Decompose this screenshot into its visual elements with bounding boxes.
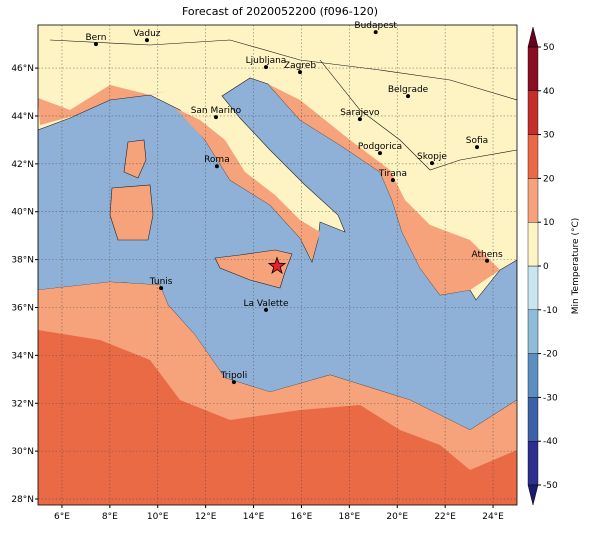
city-dot [378, 151, 383, 156]
africa-hot [38, 330, 517, 505]
city-dot [429, 161, 434, 166]
colorbar-bin [527, 178, 539, 223]
border [319, 59, 517, 171]
colorbar-tick-label: 20 [543, 174, 555, 184]
city-dot [485, 258, 490, 263]
city-label: La Valette [244, 299, 289, 309]
colorbar-tick-label: 30 [543, 131, 555, 141]
sardinia [109, 184, 154, 241]
colorbar-tick-label: 50 [543, 43, 555, 53]
balkan-coast [268, 84, 500, 295]
city-label: Athens [471, 250, 502, 260]
city-label: Sarajevo [340, 108, 380, 118]
colorbar-bin [527, 353, 539, 398]
colorbar-bin [527, 134, 539, 179]
city-dot [357, 117, 362, 122]
city-dot [93, 42, 98, 47]
y-tick-label: 34°N [11, 351, 34, 361]
italy-coast [175, 108, 320, 260]
city-dot [390, 178, 395, 183]
city-dot [264, 65, 269, 70]
colorbar-bin [527, 46, 539, 91]
colorbar-tick-label: -30 [543, 393, 558, 403]
colorbar-bin [527, 221, 539, 267]
city-label: Ljubljana [246, 56, 287, 66]
city-label: Belgrade [388, 85, 429, 95]
city-label: Budapest [354, 21, 397, 31]
y-tick-label: 28°N [11, 495, 34, 505]
colorbar-bin [527, 90, 539, 135]
colorbar-bin [527, 441, 539, 486]
y-tick-label: 32°N [11, 399, 34, 409]
x-tick-label: 20°E [386, 512, 408, 522]
border [49, 39, 517, 101]
colorbar-bin [527, 309, 539, 354]
colorbar-label: Min Temperature (°C) [571, 218, 581, 315]
city-label: Zagreb [284, 61, 316, 71]
city-dot [213, 115, 218, 120]
frame [37, 24, 518, 506]
x-tick-label: 14°E [243, 512, 265, 522]
colorbar-tick-label: -10 [543, 306, 558, 316]
x-tick-label: 22°E [434, 512, 456, 522]
city-label: Skopje [417, 152, 447, 162]
x-tick-label: 16°E [291, 512, 313, 522]
city-label: Vaduz [133, 29, 160, 39]
city-dot [298, 70, 303, 75]
city-label: Sofia [466, 136, 488, 146]
y-tick-label: 30°N [11, 447, 34, 457]
x-tick-label: 6°E [54, 512, 70, 522]
city-dot [144, 38, 149, 43]
city-label: San Marino [191, 106, 242, 116]
city-label: Tunis [149, 277, 173, 287]
event-star [267, 256, 287, 274]
colorbar-tick-label: 0 [543, 262, 549, 272]
colorbar-over [527, 26, 539, 48]
colorbar-bin [527, 397, 539, 442]
colorbar-under [527, 484, 539, 506]
y-tick-label: 38°N [11, 256, 34, 266]
x-tick-label: 10°E [147, 512, 169, 522]
corsica [123, 139, 147, 179]
colorbar-tick-label: -20 [543, 350, 558, 360]
x-tick-label: 8°E [102, 512, 118, 522]
city-dot [214, 164, 219, 169]
colorbar-tick-label: 40 [543, 87, 555, 97]
x-tick-label: 12°E [195, 512, 217, 522]
y-tick-label: 44°N [11, 112, 34, 122]
city-dot [373, 30, 378, 35]
city-label: Podgorica [358, 142, 402, 152]
city-label: Bern [85, 33, 106, 43]
title: Forecast of 2020052200 (f096-120) [182, 5, 378, 18]
y-tick-label: 36°N [11, 303, 34, 313]
city-dot [231, 380, 236, 385]
city-dot [159, 286, 164, 291]
colorbar-tick-label: -40 [543, 437, 558, 447]
city-label: Tirana [378, 169, 407, 179]
colorbar-tick-label: -50 [543, 481, 558, 491]
city-dot [475, 145, 480, 150]
y-tick-label: 40°N [11, 208, 34, 218]
city-label: Roma [204, 155, 230, 165]
y-tick-label: 42°N [11, 160, 34, 170]
x-tick-label: 18°E [339, 512, 361, 522]
x-tick-label: 24°E [482, 512, 504, 522]
city-dot [406, 94, 411, 99]
map-layers [38, 25, 517, 505]
colorbar-tick-label: 10 [543, 218, 555, 228]
city-label: Tripoli [220, 371, 248, 381]
y-tick-label: 46°N [11, 64, 34, 74]
colorbar-bin [527, 265, 539, 310]
city-dot [264, 307, 269, 312]
